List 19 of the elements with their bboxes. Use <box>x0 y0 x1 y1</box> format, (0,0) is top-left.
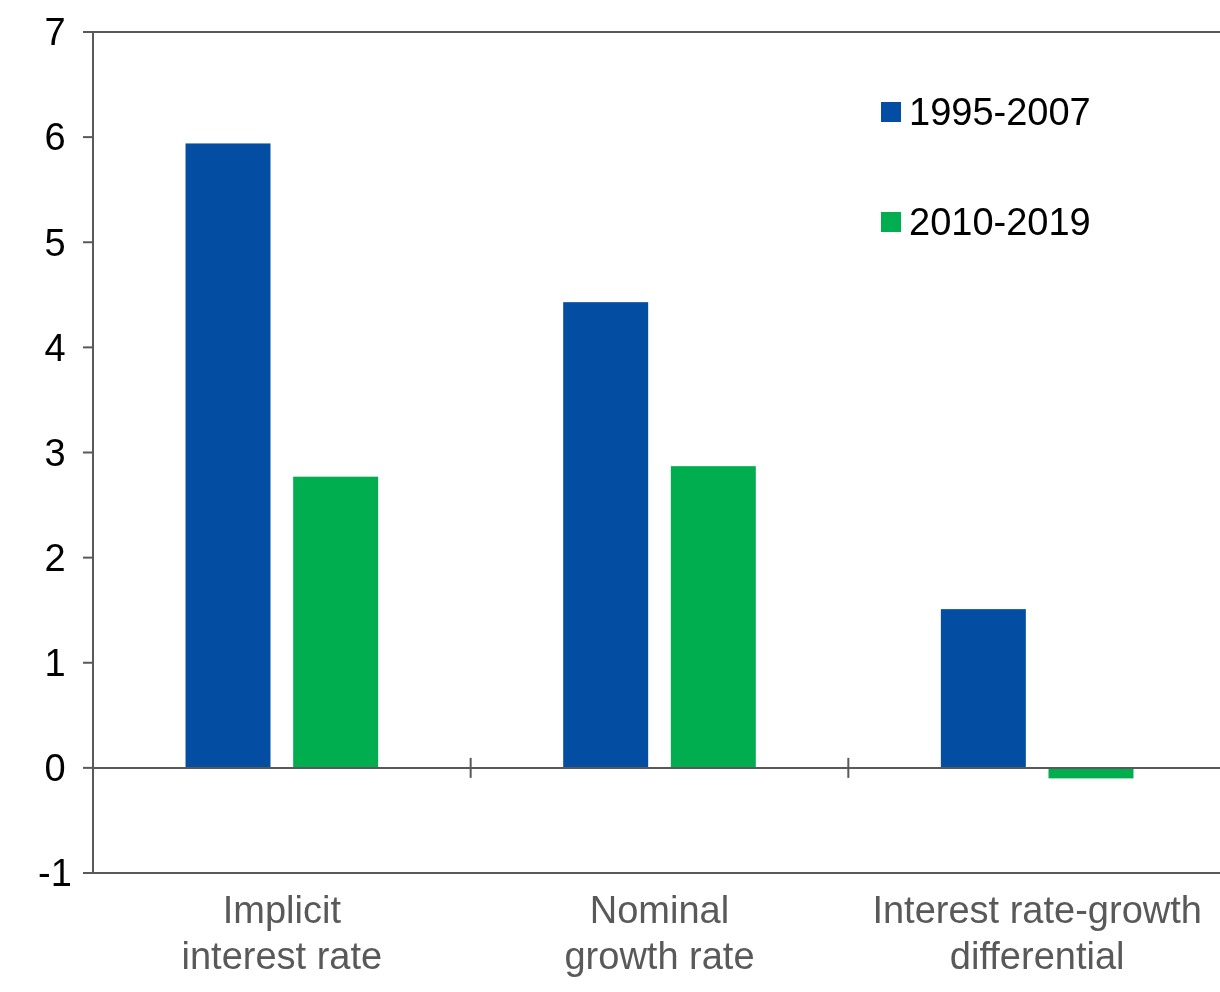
bar <box>670 466 756 768</box>
x-tick-label: Implicit interest rate <box>181 889 383 977</box>
y-tick-label: -1 <box>38 852 72 895</box>
y-tick-label: 5 <box>44 221 66 264</box>
legend-label: 2010-2019 <box>909 201 1091 244</box>
y-tick-label: 1 <box>44 642 66 685</box>
y-tick-label: 7 <box>44 11 66 54</box>
y-tick-label: 2 <box>44 536 66 579</box>
bar <box>185 143 271 768</box>
bar <box>940 609 1026 768</box>
legend-label: 1995-2007 <box>909 91 1091 134</box>
y-tick-label: 3 <box>44 431 66 474</box>
x-tick-label: Nominal growth rate <box>564 889 755 977</box>
bar <box>563 302 649 768</box>
y-tick-label: 4 <box>44 326 66 369</box>
y-tick-label: 6 <box>44 116 66 159</box>
x-tick-label: Interest rate-growth differential <box>872 889 1202 977</box>
y-tick-label: 0 <box>44 747 66 790</box>
bar <box>293 476 379 768</box>
